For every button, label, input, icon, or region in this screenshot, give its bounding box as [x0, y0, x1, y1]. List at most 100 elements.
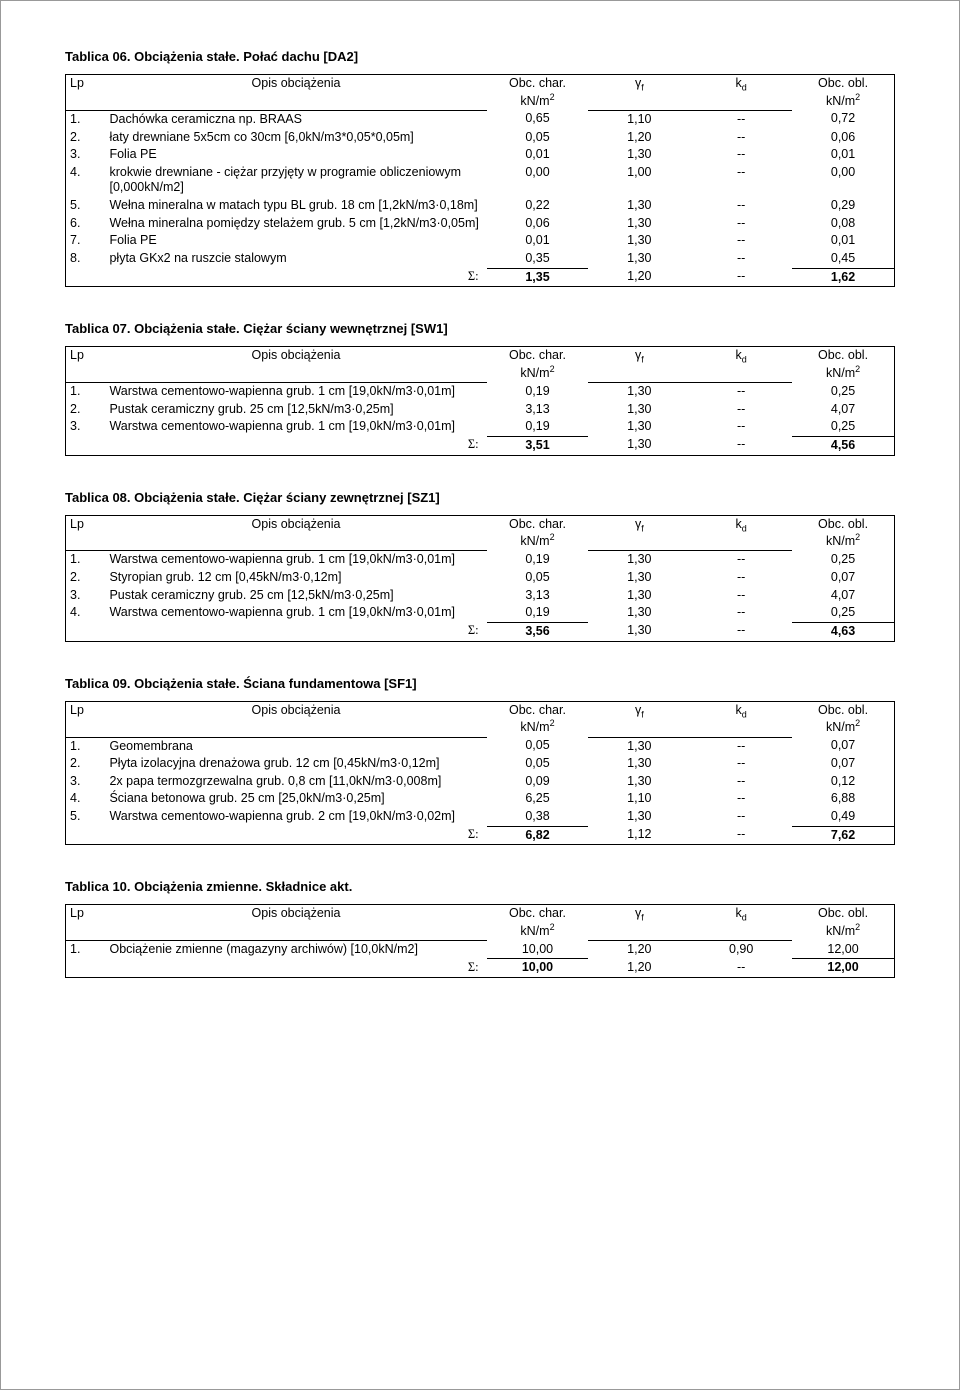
cell-lp: 7.: [66, 232, 106, 250]
col-desc: Opis obciążenia: [105, 75, 486, 111]
cell-desc: Dachówka ceramiczna np. BRAAS: [105, 110, 486, 128]
table-row: 7.Folia PE0,011,30--0,01: [66, 232, 895, 250]
cell-gamma: 1,30: [588, 197, 690, 215]
cell-lp: 1.: [66, 383, 106, 401]
cell-char: 3,13: [487, 401, 589, 419]
col-obc-char: Obc. char.kN/m2: [487, 515, 589, 551]
cell-obl: 0,00: [792, 164, 894, 197]
cell-char: 3,13: [487, 587, 589, 605]
obc-char-unit: kN/m2: [520, 366, 554, 380]
header-row: LpOpis obciążeniaObc. char.kN/m2γfkdObc.…: [66, 701, 895, 737]
cell-kd: --: [690, 129, 792, 147]
sum-gamma: 1,20: [588, 959, 690, 978]
cell-obl: 0,07: [792, 755, 894, 773]
table-block: Tablica 09. Obciążenia stałe. Ściana fun…: [65, 676, 895, 846]
sum-char: 3,56: [487, 622, 589, 641]
obc-char-unit: kN/m2: [520, 720, 554, 734]
sum-sigma: Σ:: [105, 959, 486, 978]
table-row: 4.Warstwa cementowo-wapienna grub. 1 cm …: [66, 604, 895, 622]
table-row: 1.Geomembrana0,051,30--0,07: [66, 737, 895, 755]
sum-lp: [66, 959, 106, 978]
cell-desc: łaty drewniane 5x5cm co 30cm [6,0kN/m3*0…: [105, 129, 486, 147]
cell-obl: 0,29: [792, 197, 894, 215]
cell-kd: --: [690, 604, 792, 622]
cell-gamma: 1,20: [588, 941, 690, 959]
sum-lp: [66, 622, 106, 641]
table-title: Tablica 08. Obciążenia stałe. Ciężar ści…: [65, 490, 895, 505]
cell-desc: Geomembrana: [105, 737, 486, 755]
table-title: Tablica 09. Obciążenia stałe. Ściana fun…: [65, 676, 895, 691]
cell-desc: Ściana betonowa grub. 25 cm [25,0kN/m3·0…: [105, 790, 486, 808]
page: Tablica 06. Obciążenia stałe. Połać dach…: [0, 0, 960, 1390]
table-row: 2.Styropian grub. 12 cm [0,45kN/m3·0,12m…: [66, 569, 895, 587]
table-row: 1.Obciążenie zmienne (magazyny archiwów)…: [66, 941, 895, 959]
cell-kd: --: [690, 146, 792, 164]
obc-char-label: Obc. char.: [509, 76, 566, 90]
col-obc-char: Obc. char. kN/m2: [487, 347, 589, 383]
cell-gamma: 1,30: [588, 755, 690, 773]
col-kd: kd: [690, 347, 792, 383]
cell-kd: 0,90: [690, 941, 792, 959]
sum-sigma: Σ:: [105, 622, 486, 641]
table-body: 1.Warstwa cementowo-wapienna grub. 1 cm …: [66, 383, 895, 456]
cell-desc: krokwie drewniane - ciężar przyjęty w pr…: [105, 164, 486, 197]
cell-desc: 2x papa termozgrzewalna grub. 0,8 cm [11…: [105, 773, 486, 791]
cell-desc: Folia PE: [105, 232, 486, 250]
obc-char-unit: kN/m2: [520, 534, 554, 548]
sum-row: Σ:6,821,12--7,62: [66, 826, 895, 845]
cell-kd: --: [690, 569, 792, 587]
col-gamma: γf: [588, 515, 690, 551]
cell-kd: --: [690, 164, 792, 197]
cell-obl: 0,07: [792, 737, 894, 755]
sum-kd: --: [690, 959, 792, 978]
col-obc-char: Obc. char. kN/m2: [487, 75, 589, 111]
sigma-label: Σ:: [468, 960, 479, 974]
sum-char: 1,35: [487, 268, 589, 287]
cell-gamma: 1,10: [588, 790, 690, 808]
cell-char: 0,19: [487, 418, 589, 436]
sum-obl: 7,62: [792, 826, 894, 845]
cell-kd: --: [690, 587, 792, 605]
cell-obl: 0,12: [792, 773, 894, 791]
cell-char: 0,05: [487, 737, 589, 755]
cell-kd: --: [690, 737, 792, 755]
cell-lp: 2.: [66, 569, 106, 587]
cell-obl: 0,25: [792, 418, 894, 436]
cell-obl: 0,06: [792, 129, 894, 147]
col-obc-obl: Obc. obl.kN/m2: [792, 347, 894, 383]
obc-char-label: Obc. char.: [509, 348, 566, 362]
cell-char: 6,25: [487, 790, 589, 808]
sum-sigma: Σ:: [105, 268, 486, 287]
header-row: LpOpis obciążeniaObc. char.kN/m2γfkdObc.…: [66, 347, 895, 383]
sum-char: 3,51: [487, 436, 589, 455]
cell-char: 0,19: [487, 383, 589, 401]
cell-desc: Pustak ceramiczny grub. 25 cm [12,5kN/m3…: [105, 587, 486, 605]
cell-lp: 4.: [66, 164, 106, 197]
cell-char: 0,05: [487, 755, 589, 773]
col-desc: Opis obciążenia: [105, 701, 486, 737]
gamma-label: γf: [635, 517, 644, 531]
cell-kd: --: [690, 110, 792, 128]
kd-label: kd: [736, 906, 747, 920]
cell-lp: 3.: [66, 773, 106, 791]
table-body: 1.Obciążenie zmienne (magazyny archiwów)…: [66, 941, 895, 978]
cell-char: 0,19: [487, 551, 589, 569]
cell-obl: 0,01: [792, 146, 894, 164]
table-title: Tablica 10. Obciążenia zmienne. Składnic…: [65, 879, 895, 894]
obc-char-unit: kN/m2: [520, 94, 554, 108]
cell-lp: 2.: [66, 129, 106, 147]
gamma-label: γf: [635, 703, 644, 717]
table-row: 5.Wełna mineralna w matach typu BL grub.…: [66, 197, 895, 215]
cell-desc: Warstwa cementowo-wapienna grub. 1 cm [1…: [105, 551, 486, 569]
cell-gamma: 1,30: [588, 737, 690, 755]
table-row: 3.Warstwa cementowo-wapienna grub. 1 cm …: [66, 418, 895, 436]
cell-gamma: 1,30: [588, 418, 690, 436]
cell-kd: --: [690, 551, 792, 569]
sum-row: Σ:3,561,30--4,63: [66, 622, 895, 641]
table-row: 2.łaty drewniane 5x5cm co 30cm [6,0kN/m3…: [66, 129, 895, 147]
cell-desc: Wełna mineralna pomiędzy stelażem grub. …: [105, 215, 486, 233]
col-obc-obl: Obc. obl.kN/m2: [792, 75, 894, 111]
obc-obl-label: Obc. obl.: [818, 703, 868, 717]
cell-kd: --: [690, 808, 792, 826]
obc-obl-unit: kN/m2: [826, 366, 860, 380]
